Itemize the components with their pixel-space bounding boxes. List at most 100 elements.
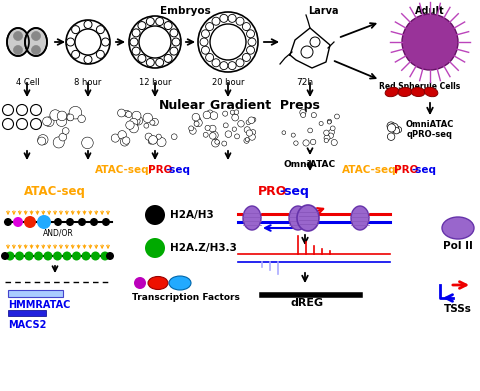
- Circle shape: [123, 110, 130, 117]
- Circle shape: [38, 135, 48, 145]
- Circle shape: [203, 132, 208, 137]
- Circle shape: [53, 251, 62, 260]
- Circle shape: [24, 251, 34, 260]
- Circle shape: [205, 23, 214, 30]
- Circle shape: [232, 114, 239, 121]
- Ellipse shape: [32, 45, 40, 54]
- Text: PRO: PRO: [258, 185, 288, 198]
- Circle shape: [327, 119, 332, 124]
- Circle shape: [189, 126, 193, 131]
- Circle shape: [210, 24, 246, 60]
- Circle shape: [144, 123, 149, 128]
- Ellipse shape: [351, 206, 369, 230]
- Circle shape: [282, 131, 286, 135]
- Circle shape: [111, 134, 120, 142]
- Circle shape: [202, 46, 209, 54]
- Circle shape: [402, 14, 458, 70]
- Circle shape: [396, 127, 402, 133]
- Circle shape: [238, 120, 244, 127]
- Ellipse shape: [424, 87, 438, 97]
- Circle shape: [200, 38, 208, 46]
- Circle shape: [132, 117, 140, 125]
- Circle shape: [244, 138, 249, 143]
- Circle shape: [246, 130, 252, 136]
- Circle shape: [121, 135, 126, 140]
- Circle shape: [387, 122, 395, 130]
- Circle shape: [387, 124, 396, 132]
- Circle shape: [84, 56, 92, 63]
- Circle shape: [90, 218, 98, 226]
- Circle shape: [69, 106, 82, 119]
- Circle shape: [310, 37, 320, 47]
- Circle shape: [223, 123, 228, 128]
- Circle shape: [324, 130, 329, 136]
- Circle shape: [146, 59, 155, 66]
- FancyBboxPatch shape: [8, 310, 46, 316]
- Circle shape: [150, 120, 155, 125]
- Circle shape: [37, 215, 51, 229]
- Circle shape: [170, 47, 178, 55]
- Ellipse shape: [13, 45, 23, 54]
- Text: H2A/H3: H2A/H3: [170, 210, 214, 220]
- Circle shape: [164, 54, 172, 63]
- Circle shape: [303, 140, 309, 146]
- Circle shape: [212, 139, 219, 147]
- Text: qPRO-seq: qPRO-seq: [407, 130, 453, 139]
- Circle shape: [4, 218, 12, 226]
- Text: 8 hour: 8 hour: [74, 78, 102, 87]
- Text: 72h: 72h: [297, 78, 313, 87]
- Text: OmniATAC: OmniATAC: [284, 160, 336, 169]
- Circle shape: [236, 59, 244, 67]
- Text: Gradient  Preps: Gradient Preps: [210, 99, 320, 112]
- Circle shape: [327, 120, 331, 124]
- Text: -seq: -seq: [279, 185, 309, 198]
- Ellipse shape: [411, 88, 425, 97]
- Circle shape: [205, 125, 210, 131]
- Circle shape: [96, 50, 104, 58]
- Circle shape: [156, 59, 164, 66]
- Text: -seq: -seq: [166, 165, 191, 175]
- Circle shape: [62, 127, 69, 134]
- Polygon shape: [290, 28, 330, 68]
- Circle shape: [72, 251, 81, 260]
- Circle shape: [294, 141, 298, 145]
- Circle shape: [225, 131, 232, 138]
- Circle shape: [16, 104, 27, 115]
- Ellipse shape: [289, 206, 307, 230]
- Circle shape: [122, 137, 130, 144]
- Ellipse shape: [7, 28, 29, 56]
- Circle shape: [150, 137, 157, 144]
- Text: 12 hour: 12 hour: [139, 78, 171, 87]
- Circle shape: [252, 117, 256, 122]
- Circle shape: [132, 111, 141, 120]
- Circle shape: [210, 112, 218, 120]
- Circle shape: [102, 218, 110, 226]
- Ellipse shape: [398, 88, 412, 97]
- Circle shape: [203, 111, 211, 119]
- Circle shape: [148, 139, 154, 144]
- Circle shape: [129, 124, 138, 133]
- Circle shape: [43, 117, 51, 126]
- Circle shape: [247, 46, 254, 54]
- Circle shape: [31, 104, 41, 115]
- Ellipse shape: [169, 276, 191, 290]
- Circle shape: [72, 26, 80, 34]
- Circle shape: [72, 50, 80, 58]
- Circle shape: [311, 139, 316, 145]
- Circle shape: [249, 134, 255, 140]
- Circle shape: [129, 16, 181, 68]
- Text: 20 hour: 20 hour: [212, 78, 244, 87]
- Circle shape: [329, 129, 335, 135]
- Circle shape: [34, 251, 43, 260]
- Circle shape: [205, 54, 214, 61]
- Circle shape: [251, 129, 256, 135]
- Text: ATAC-seq/: ATAC-seq/: [342, 165, 400, 175]
- Circle shape: [5, 251, 14, 260]
- Text: PRO: PRO: [148, 165, 172, 175]
- Circle shape: [244, 127, 250, 133]
- Circle shape: [66, 113, 73, 121]
- Circle shape: [246, 120, 251, 125]
- Circle shape: [139, 26, 171, 58]
- Circle shape: [220, 62, 228, 70]
- Circle shape: [242, 54, 251, 61]
